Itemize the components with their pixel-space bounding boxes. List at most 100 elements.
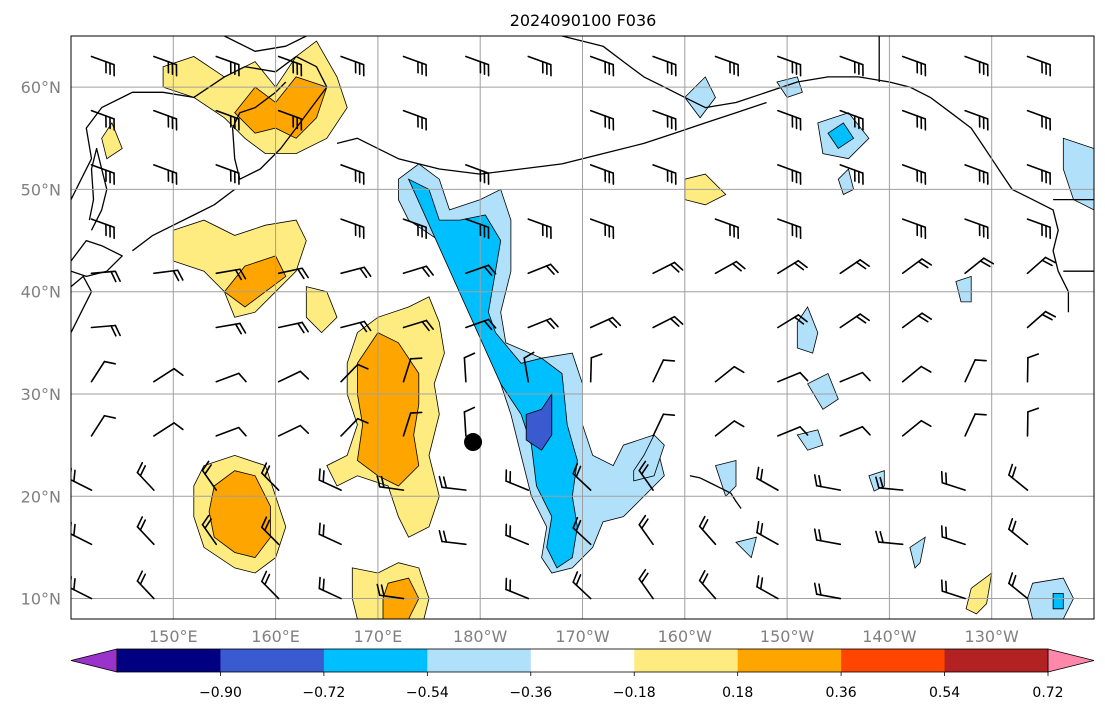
wind-barb-feather xyxy=(139,573,147,585)
wind-barb xyxy=(402,319,434,332)
wind-barb xyxy=(215,164,240,185)
wind-barb-feather xyxy=(299,424,310,434)
asia-coastline xyxy=(71,55,328,200)
wind-barb-feather xyxy=(799,426,809,436)
wind-barb-staff xyxy=(964,413,976,437)
wind-barb xyxy=(90,218,115,240)
wind-barb-feather xyxy=(813,582,818,595)
colorbar-segment xyxy=(117,649,221,672)
colorbar-tick-label: −0.18 xyxy=(613,685,656,701)
wind-barb-feather xyxy=(73,469,76,483)
wind-barb-feather xyxy=(234,323,243,335)
storm-center-marker xyxy=(464,433,483,452)
wind-barb-feather xyxy=(818,529,822,542)
wind-barb xyxy=(1026,310,1057,329)
wind-barb-feather xyxy=(114,270,121,283)
negative-anomaly-core xyxy=(525,392,553,451)
wind-barb-feather xyxy=(483,265,493,276)
wind-barb-feather xyxy=(463,406,476,413)
wind-barb-feather xyxy=(879,531,884,544)
wind-barb xyxy=(340,363,369,383)
wind-barb xyxy=(638,569,654,600)
wind-barb-feather xyxy=(110,270,117,283)
wind-barb-staff xyxy=(215,372,240,383)
coastline-layer xyxy=(71,36,1094,509)
wind-barb xyxy=(318,576,342,600)
wind-barb xyxy=(777,164,802,185)
wind-barb xyxy=(1026,164,1052,185)
latitude-label: 20°N xyxy=(21,487,61,506)
wind-barb-feather xyxy=(1027,353,1040,359)
wind-barb-feather xyxy=(549,263,559,274)
wind-barb-staff xyxy=(964,359,976,383)
sakhalin-coastline xyxy=(88,147,108,231)
wind-barb-staff xyxy=(901,419,923,437)
negative-anomaly-band xyxy=(407,178,578,569)
wind-barb-staff xyxy=(714,420,736,437)
wind-barb-feather xyxy=(575,574,582,586)
wind-barb-staff xyxy=(340,363,359,383)
wind-barb-feather xyxy=(1011,466,1017,479)
wind-barb-feather xyxy=(638,514,647,526)
wind-barb xyxy=(90,414,117,437)
wind-barb-feather xyxy=(940,470,944,484)
wind-barb-feather xyxy=(640,518,649,530)
wind-barb-feather xyxy=(797,259,808,269)
wind-barb xyxy=(777,371,809,383)
wind-barb-feather xyxy=(917,314,929,323)
wind-barb xyxy=(652,413,676,437)
wind-barb-staff xyxy=(589,356,593,383)
wind-barb-feather xyxy=(759,468,764,482)
wind-barb xyxy=(777,109,802,131)
wind-barb-feather xyxy=(173,367,184,377)
wind-barb xyxy=(901,109,927,131)
wind-barb xyxy=(589,218,615,240)
negative-anomaly-region xyxy=(796,429,824,451)
longitude-label: 130°W xyxy=(965,627,1020,646)
wind-barb-feather xyxy=(264,573,271,586)
wind-barb xyxy=(90,360,117,383)
wind-barb-feather xyxy=(110,325,117,337)
wind-barb xyxy=(589,164,615,185)
wind-barb-feather xyxy=(920,419,932,428)
wind-barb-feather xyxy=(545,319,555,330)
colorbar-tick-label: −0.36 xyxy=(509,685,552,701)
siberia-coastline xyxy=(224,36,307,52)
wind-barb-feather xyxy=(921,312,933,320)
wind-barb-feather xyxy=(818,474,822,488)
wind-barb-feather xyxy=(861,371,871,382)
wind-barb xyxy=(839,55,864,77)
wind-barb-feather xyxy=(483,320,493,331)
colorbar-segment xyxy=(841,649,946,672)
wind-barb-feather xyxy=(640,572,649,584)
wind-barb-feather xyxy=(917,260,929,269)
wind-barb xyxy=(505,577,530,600)
wind-barb xyxy=(527,55,552,77)
wind-barb xyxy=(698,569,717,600)
wind-barb-feather xyxy=(442,476,448,489)
wind-barb-feather xyxy=(940,579,944,592)
wind-barb-feather xyxy=(73,523,76,537)
wind-barb-feather xyxy=(301,267,309,279)
wind-barb xyxy=(402,265,434,278)
wind-barb-feather xyxy=(1041,259,1053,267)
wind-barb xyxy=(465,318,497,331)
latitude-label: 40°N xyxy=(21,283,61,302)
wind-barb xyxy=(1026,55,1052,77)
wind-barb-feather xyxy=(1044,256,1057,264)
wind-barb xyxy=(277,267,309,280)
wind-barb xyxy=(714,55,739,77)
wind-barb-feather xyxy=(103,360,117,365)
wind-barb-feather xyxy=(855,261,867,270)
wind-barb-feather xyxy=(114,324,121,337)
colorbar-tick-label: −0.72 xyxy=(302,685,345,701)
wind-barb xyxy=(777,218,802,240)
wind-barb-staff xyxy=(652,413,665,437)
wind-barb-feather xyxy=(322,578,325,592)
wind-barb xyxy=(777,55,802,77)
wind-barb xyxy=(839,313,870,329)
wind-barb xyxy=(402,218,427,240)
wind-barb xyxy=(277,109,303,131)
wind-barb xyxy=(1008,572,1029,600)
wind-barb-feather xyxy=(73,577,76,591)
